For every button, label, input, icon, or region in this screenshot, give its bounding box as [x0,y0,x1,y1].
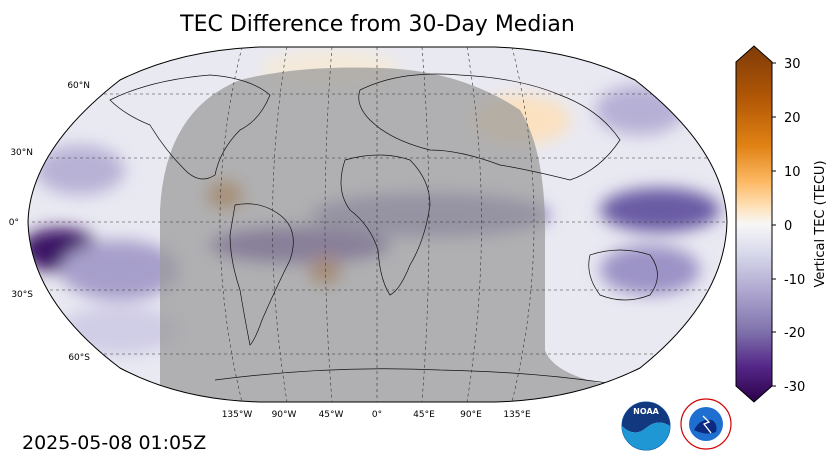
lon-label-45e: 45°E [413,410,435,420]
lat-label-30s: 30°S [11,290,33,300]
lon-label-0: 0° [372,410,382,420]
lat-label-60n: 60°N [67,81,90,91]
colorbar-tick-neg10: -10 [784,273,805,288]
graticule [28,47,727,402]
map-title: TEC Difference from 30-Day Median [180,12,575,37]
colorbar-tick-20: 20 [784,111,801,126]
colorbar: 30 20 10 0 -10 -20 -30 Vertical TEC (TEC… [735,45,828,403]
colorbar-label: Vertical TEC (TECU) [813,160,828,287]
noaa-logo: NOAA [621,401,671,451]
lon-label-90e: 90°E [460,410,482,420]
lat-label-60s: 60°S [68,353,90,363]
colorbar-gradient [735,45,773,403]
colorbar-tick-0: 0 [784,219,792,234]
map-field [28,47,727,402]
nws-logo [680,398,732,450]
night-shade [160,67,640,402]
lat-label-equator: 0° [9,218,19,228]
coastlines [109,73,658,386]
noaa-logo-text: NOAA [633,407,659,416]
lon-label-135e: 135°E [503,410,531,420]
colorbar-tick-30: 30 [784,57,801,72]
timestamp: 2025-05-08 01:05Z [22,432,207,454]
lon-label-45w: 45°W [319,410,344,420]
colorbar-tick-neg30: -30 [784,380,805,395]
lat-label-30n: 30°N [10,148,33,158]
colorbar-tick-10: 10 [784,165,801,180]
lon-label-90w: 90°W [272,410,297,420]
colorbar-tick-neg20: -20 [784,326,805,341]
lon-label-135w: 135°W [222,410,253,420]
